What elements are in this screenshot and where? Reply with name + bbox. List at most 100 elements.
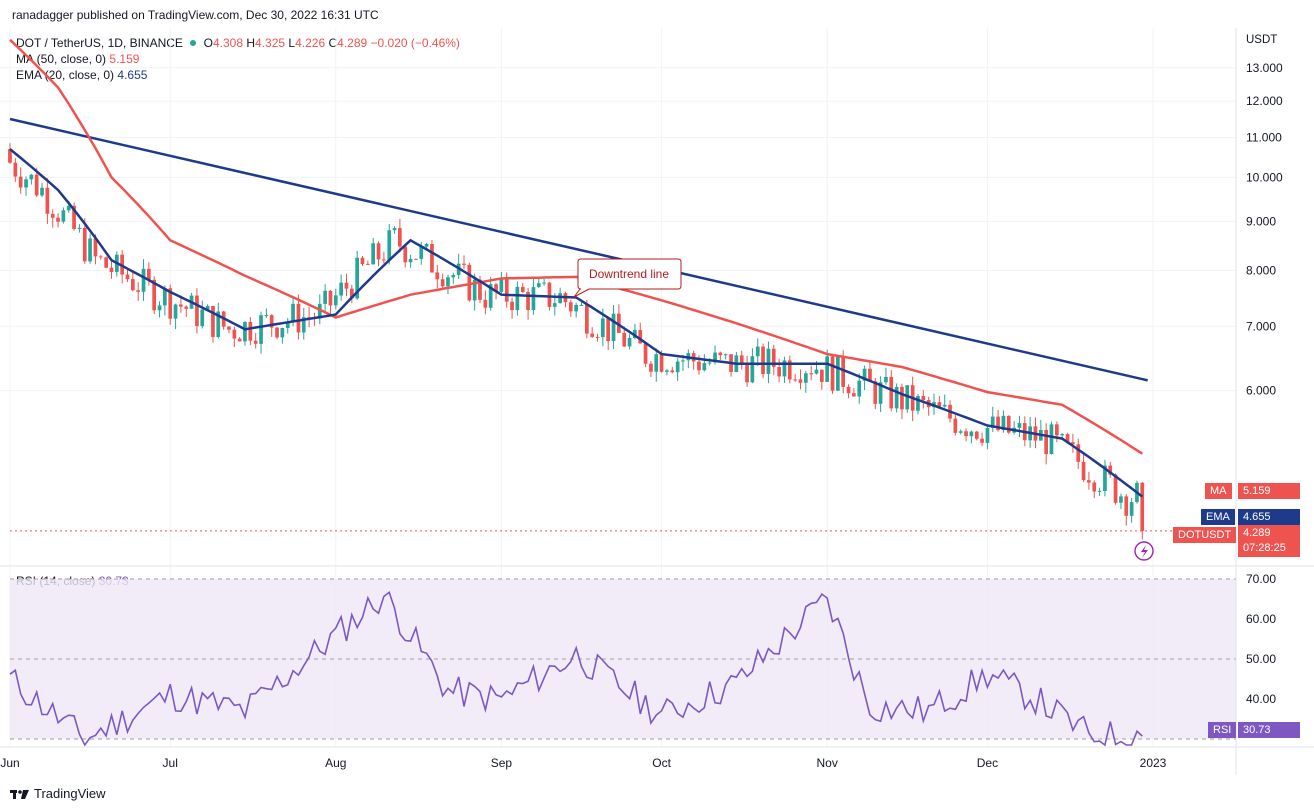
branding-text: TradingView — [34, 786, 106, 801]
ema-line — [9, 148, 1144, 498]
candle-body — [440, 279, 445, 287]
candle-body — [852, 393, 856, 397]
candle-body — [531, 287, 536, 310]
candle-body — [40, 187, 44, 196]
candle-body — [755, 346, 760, 357]
candle-body — [547, 282, 552, 307]
ma-legend-value: 5.159 — [109, 52, 140, 66]
candle-body — [601, 318, 605, 338]
candle-body — [1060, 434, 1064, 436]
symbol-name: DOT / TetherUS, 1D, BINANCE — [16, 36, 183, 50]
close-label: C — [328, 36, 338, 50]
candle-body — [782, 360, 787, 377]
candle-body — [72, 205, 76, 229]
candle-body — [478, 279, 482, 300]
candle-body — [398, 228, 402, 247]
time-axis-labels: Jun Jul Aug Sep Oct Nov Dec 2023 — [0, 756, 1166, 770]
candle-body — [285, 322, 290, 328]
candle-body — [841, 356, 845, 387]
candle-body — [654, 354, 659, 372]
candle-body — [1119, 496, 1123, 503]
candle-body — [1124, 496, 1129, 516]
downtrend-callout[interactable]: Downtrend line — [573, 258, 682, 298]
price-tick-label: 7.000 — [1246, 319, 1276, 333]
candle-body — [830, 356, 835, 391]
candles — [8, 143, 1145, 540]
candle-body — [382, 259, 386, 261]
candle-body — [889, 376, 894, 409]
candle-body — [200, 309, 205, 327]
candle-body — [179, 304, 183, 307]
candle-body — [622, 332, 627, 347]
candle-body — [131, 279, 135, 291]
candle-body — [77, 227, 82, 229]
candle-body — [371, 243, 375, 265]
open-label: O — [203, 36, 213, 50]
candle-body — [157, 305, 162, 311]
rsi-tick-label: 60.00 — [1246, 612, 1276, 626]
lightning-icon[interactable] — [1134, 541, 1154, 561]
candle-body — [350, 288, 354, 299]
candle-body — [542, 282, 546, 284]
candle-body — [29, 174, 34, 180]
candle-body — [825, 356, 829, 382]
candle-body — [878, 382, 883, 404]
price-tick-label: 10.000 — [1246, 170, 1283, 184]
candle-body — [745, 363, 749, 383]
candle-body — [56, 217, 60, 222]
candle-body — [809, 373, 813, 375]
ma-legend-label: MA (50, close, 0) — [16, 52, 107, 66]
candle-body — [435, 272, 440, 280]
candle-body — [675, 361, 680, 373]
candle-body — [627, 338, 632, 347]
candle-body — [958, 431, 963, 433]
candle-body — [301, 317, 306, 333]
ma-line — [9, 38, 1143, 455]
candle-body — [494, 284, 498, 292]
candle-body — [916, 396, 920, 411]
candle-body — [1092, 482, 1097, 492]
rsi-axis-labels: 40.00 50.00 60.00 70.00 — [1246, 572, 1276, 706]
candle-body — [141, 268, 146, 292]
candle-body — [857, 380, 862, 397]
open-value: 4.308 — [212, 36, 244, 50]
time-tick-label: Dec — [977, 756, 998, 770]
candle-body — [339, 282, 343, 296]
candle-body — [798, 379, 803, 383]
candle-body — [243, 322, 247, 342]
price-tick-label: 12.000 — [1246, 94, 1283, 108]
candle-body — [472, 279, 477, 301]
price-grid — [0, 67, 1236, 392]
candle-body — [1076, 444, 1081, 462]
candle-body — [205, 306, 210, 310]
countdown-value: 07:28:25 — [1243, 542, 1286, 554]
candle-body — [1103, 465, 1107, 491]
candle-body — [419, 246, 424, 259]
candle-body — [707, 362, 712, 364]
ema-tag-value: 4.655 — [1238, 509, 1300, 525]
candle-body — [344, 282, 349, 289]
candle-body — [969, 431, 974, 437]
ema-legend: EMA (20, close, 0) 4.655 — [16, 68, 147, 82]
candle-body — [1081, 461, 1086, 481]
candle-body — [846, 386, 851, 394]
tradingview-branding[interactable]: TradingView — [10, 786, 106, 801]
candle-body — [387, 230, 392, 261]
candle-body — [510, 301, 514, 311]
candle-body — [211, 306, 215, 337]
candle-body — [1087, 480, 1091, 483]
candle-body — [323, 290, 327, 304]
candle-body — [259, 315, 263, 344]
rsi-tick-label: 50.00 — [1246, 652, 1276, 666]
candle-body — [793, 379, 797, 381]
candle-body — [702, 363, 707, 371]
candle-body — [376, 243, 381, 260]
rsi-line — [9, 590, 1143, 747]
candle-body — [1065, 434, 1070, 443]
candle-body — [8, 149, 12, 163]
candle-body — [109, 267, 114, 272]
candle-body — [718, 352, 723, 356]
candle-body — [996, 416, 1000, 431]
candle-body — [606, 318, 610, 342]
